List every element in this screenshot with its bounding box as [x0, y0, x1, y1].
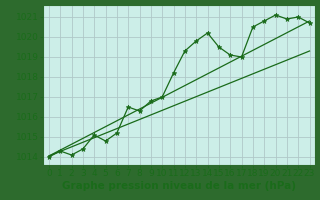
X-axis label: Graphe pression niveau de la mer (hPa): Graphe pression niveau de la mer (hPa): [62, 181, 296, 191]
